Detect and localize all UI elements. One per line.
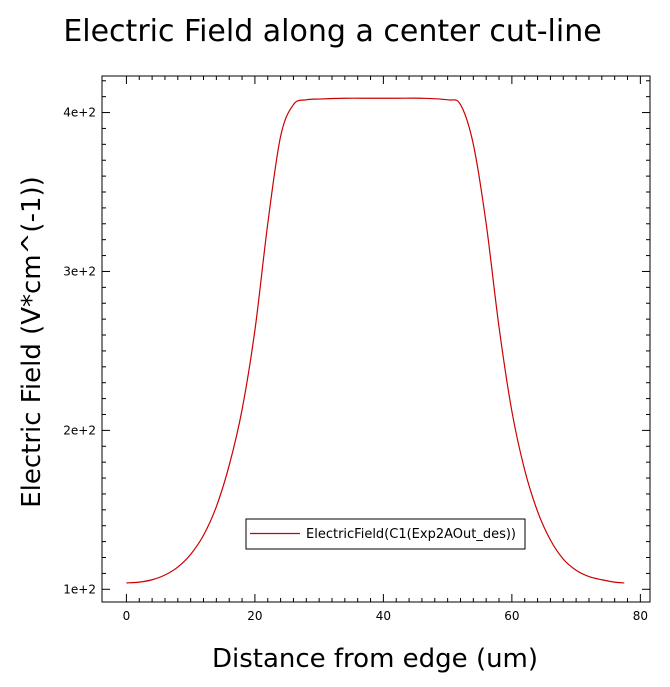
series-line	[126, 97, 625, 584]
y-tick-label: 1e+2	[63, 582, 96, 596]
y-tick-label: 2e+2	[63, 423, 96, 437]
legend-label: ElectricField(C1(Exp2AOut_des))	[306, 527, 516, 542]
y-tick-label: 3e+2	[63, 264, 96, 278]
x-axis-label: Distance from edge (um)	[211, 644, 539, 674]
axis-ticks	[102, 76, 650, 602]
plot-frame	[101, 75, 651, 603]
x-tick-label: 80	[633, 609, 648, 623]
x-tick-label: 40	[376, 609, 391, 623]
tick-labels: 0 20 40 60 80 1e+2 2e+2 3e+2 4e+2	[63, 106, 648, 623]
y-tick-label: 4e+2	[63, 106, 96, 120]
chart-title: Electric Field along a center cut-line	[63, 14, 602, 49]
legend: ElectricField(C1(Exp2AOut_des))	[245, 518, 526, 550]
x-tick-label: 60	[504, 609, 519, 623]
y-axis-label: Electric Field (V*cm^(-1))	[17, 176, 47, 508]
x-tick-label: 20	[247, 609, 262, 623]
x-tick-label: 0	[123, 609, 131, 623]
